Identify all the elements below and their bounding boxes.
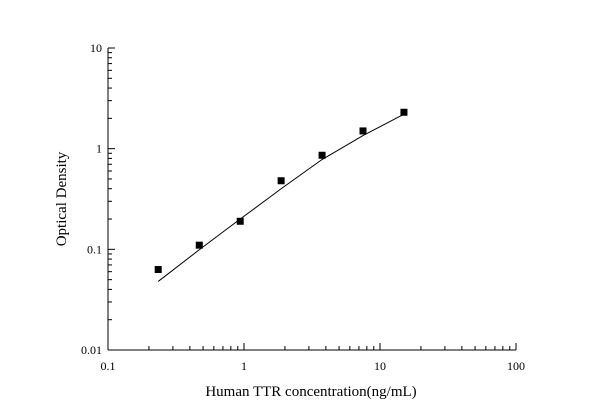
fit-curve	[157, 113, 405, 282]
y-tick-label: 0.01	[81, 343, 102, 357]
x-axis-label: Human TTR concentration(ng/mL)	[205, 384, 416, 400]
x-tick-label: 1	[241, 359, 247, 373]
y-tick-label: 1	[96, 142, 102, 156]
x-tick-label: 100	[507, 359, 525, 373]
data-point	[359, 127, 367, 135]
x-tick-label: 0.1	[101, 359, 116, 373]
plot-area	[107, 48, 516, 351]
data-point	[236, 217, 244, 225]
data-point	[195, 241, 203, 249]
minor-ticks	[108, 52, 511, 350]
y-tick-label: 0.1	[87, 242, 102, 256]
y-tick-label: 10	[90, 41, 102, 55]
major-ticks	[107, 47, 517, 351]
fit-curve-group	[157, 113, 405, 282]
data-point	[400, 108, 408, 116]
data-point	[154, 266, 162, 274]
x-tick-label: 10	[374, 359, 386, 373]
tick-labels: 0.1 1 10 100 0.01 0.1 1 10	[81, 41, 525, 373]
y-axis-label: Optical Density	[54, 151, 70, 246]
data-point	[277, 177, 285, 185]
data-points	[154, 108, 408, 274]
data-point	[318, 151, 326, 159]
